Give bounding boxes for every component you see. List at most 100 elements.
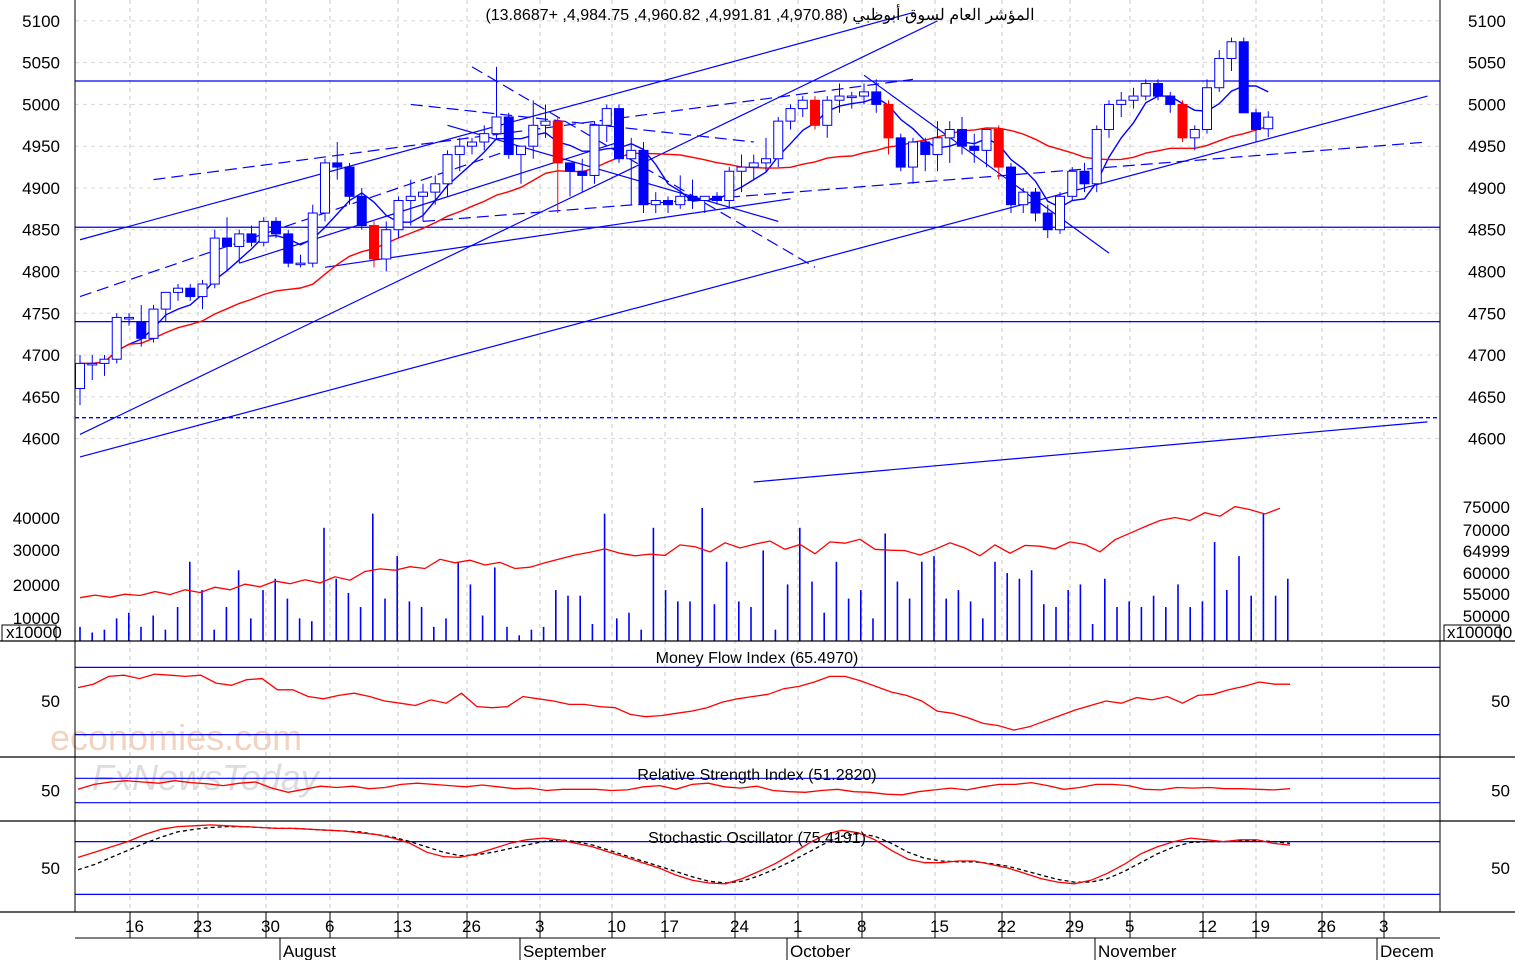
candle-body [1030,191,1041,214]
x-day-label: 22 [997,917,1016,936]
x-day-label: 23 [193,917,212,936]
candle-body [516,145,526,156]
candle-body [1006,166,1016,206]
candle-body [969,145,980,151]
candle [503,112,514,159]
price-tick-right: 5050 [1468,54,1506,73]
price-tick-left: 4650 [22,388,60,407]
candle [1079,162,1090,193]
candle [528,100,539,159]
candle-body [503,116,514,156]
candle-body [1042,212,1053,231]
x-month-label: August [283,942,336,960]
candle [246,225,257,247]
candle-body [638,149,649,206]
price-tick-right: 4750 [1468,304,1506,323]
candle [1042,204,1053,239]
trendline [447,124,779,222]
left-multiplier: x10000 [6,623,62,642]
candle-body [699,195,710,201]
candle [846,91,857,109]
candle-body [577,170,588,176]
candle-body [589,124,600,176]
candle-body [479,133,490,143]
candle-body [1202,87,1212,130]
x-day-label: 6 [325,917,334,936]
candle-body [209,237,220,285]
candle [516,145,526,184]
mfi-line [77,673,1290,731]
candle [1214,50,1225,92]
trendline [79,149,509,298]
mfi-title: Money Flow Index (65.4970) [656,650,859,667]
money-flow-index-panel: 50 50 [41,666,1510,736]
candle-body [369,225,379,260]
moving-average-long [80,125,1269,365]
candle [859,83,869,105]
candle [258,217,269,247]
candle [969,133,980,163]
osc-tick-right: 50 [1491,782,1510,801]
candle [1018,187,1029,214]
candle-body [957,128,967,147]
price-chart-title: المؤشر العام لسوق أبوظبي (4,970.88, 4,99… [485,4,1034,24]
candle [638,142,649,214]
candle-body [601,108,612,126]
volume-tick-right: 60000 [1463,564,1510,583]
price-tick-right: 5100 [1468,12,1506,31]
candle [650,192,661,214]
candle-body [1128,95,1139,101]
trendline [410,103,754,143]
candle-body [160,291,171,310]
x-month-label: November [1098,942,1177,960]
candle [1067,167,1078,201]
candle-body [1116,99,1127,105]
candle [99,355,110,376]
stochastic-title: Stochastic Oscillator (75.4191) [648,830,866,847]
candle [381,221,392,272]
candle-body [1251,112,1261,130]
candle-body [1214,57,1225,89]
x-day-label: 12 [1198,917,1217,936]
candle-body [124,316,134,320]
candle [1055,192,1065,234]
candle [895,133,906,172]
x-day-label: 26 [1317,917,1336,936]
x-day-label: 5 [1125,917,1134,936]
x-month-label: Decem [1380,942,1434,960]
candle [761,137,771,172]
candle-body [846,95,857,99]
relative-strength-index-panel: 50 50 [41,777,1510,804]
candle [748,154,759,180]
candle [712,192,722,205]
candle-body [467,141,477,147]
candle-body [687,195,698,201]
candle-body [883,103,894,139]
candle-body [1104,103,1114,130]
price-tick-right: 4600 [1468,430,1506,449]
candle [271,217,281,239]
candle [724,167,735,209]
x-day-label: 15 [930,917,949,936]
candle [552,116,563,214]
volume-panel: 40000 30000 20000 10000 75000 70000 64999 60000… [1,498,1512,642]
candle [1226,37,1237,72]
candle-body [761,158,771,164]
x-day-label: 29 [1065,917,1084,936]
candle [1238,37,1249,114]
candle-body [393,199,404,231]
candle-body [736,166,747,172]
candle-body [1140,83,1151,97]
candle [1202,79,1212,134]
candle-body [834,95,845,101]
candle [883,100,894,155]
trendline [422,141,1428,222]
candle [589,121,600,184]
candle-body [785,108,796,122]
price-tick-right: 4850 [1468,221,1506,240]
candle-body [356,195,367,227]
candle-body [136,321,147,339]
candle [626,137,637,205]
candle [209,229,220,289]
candle [675,175,686,209]
